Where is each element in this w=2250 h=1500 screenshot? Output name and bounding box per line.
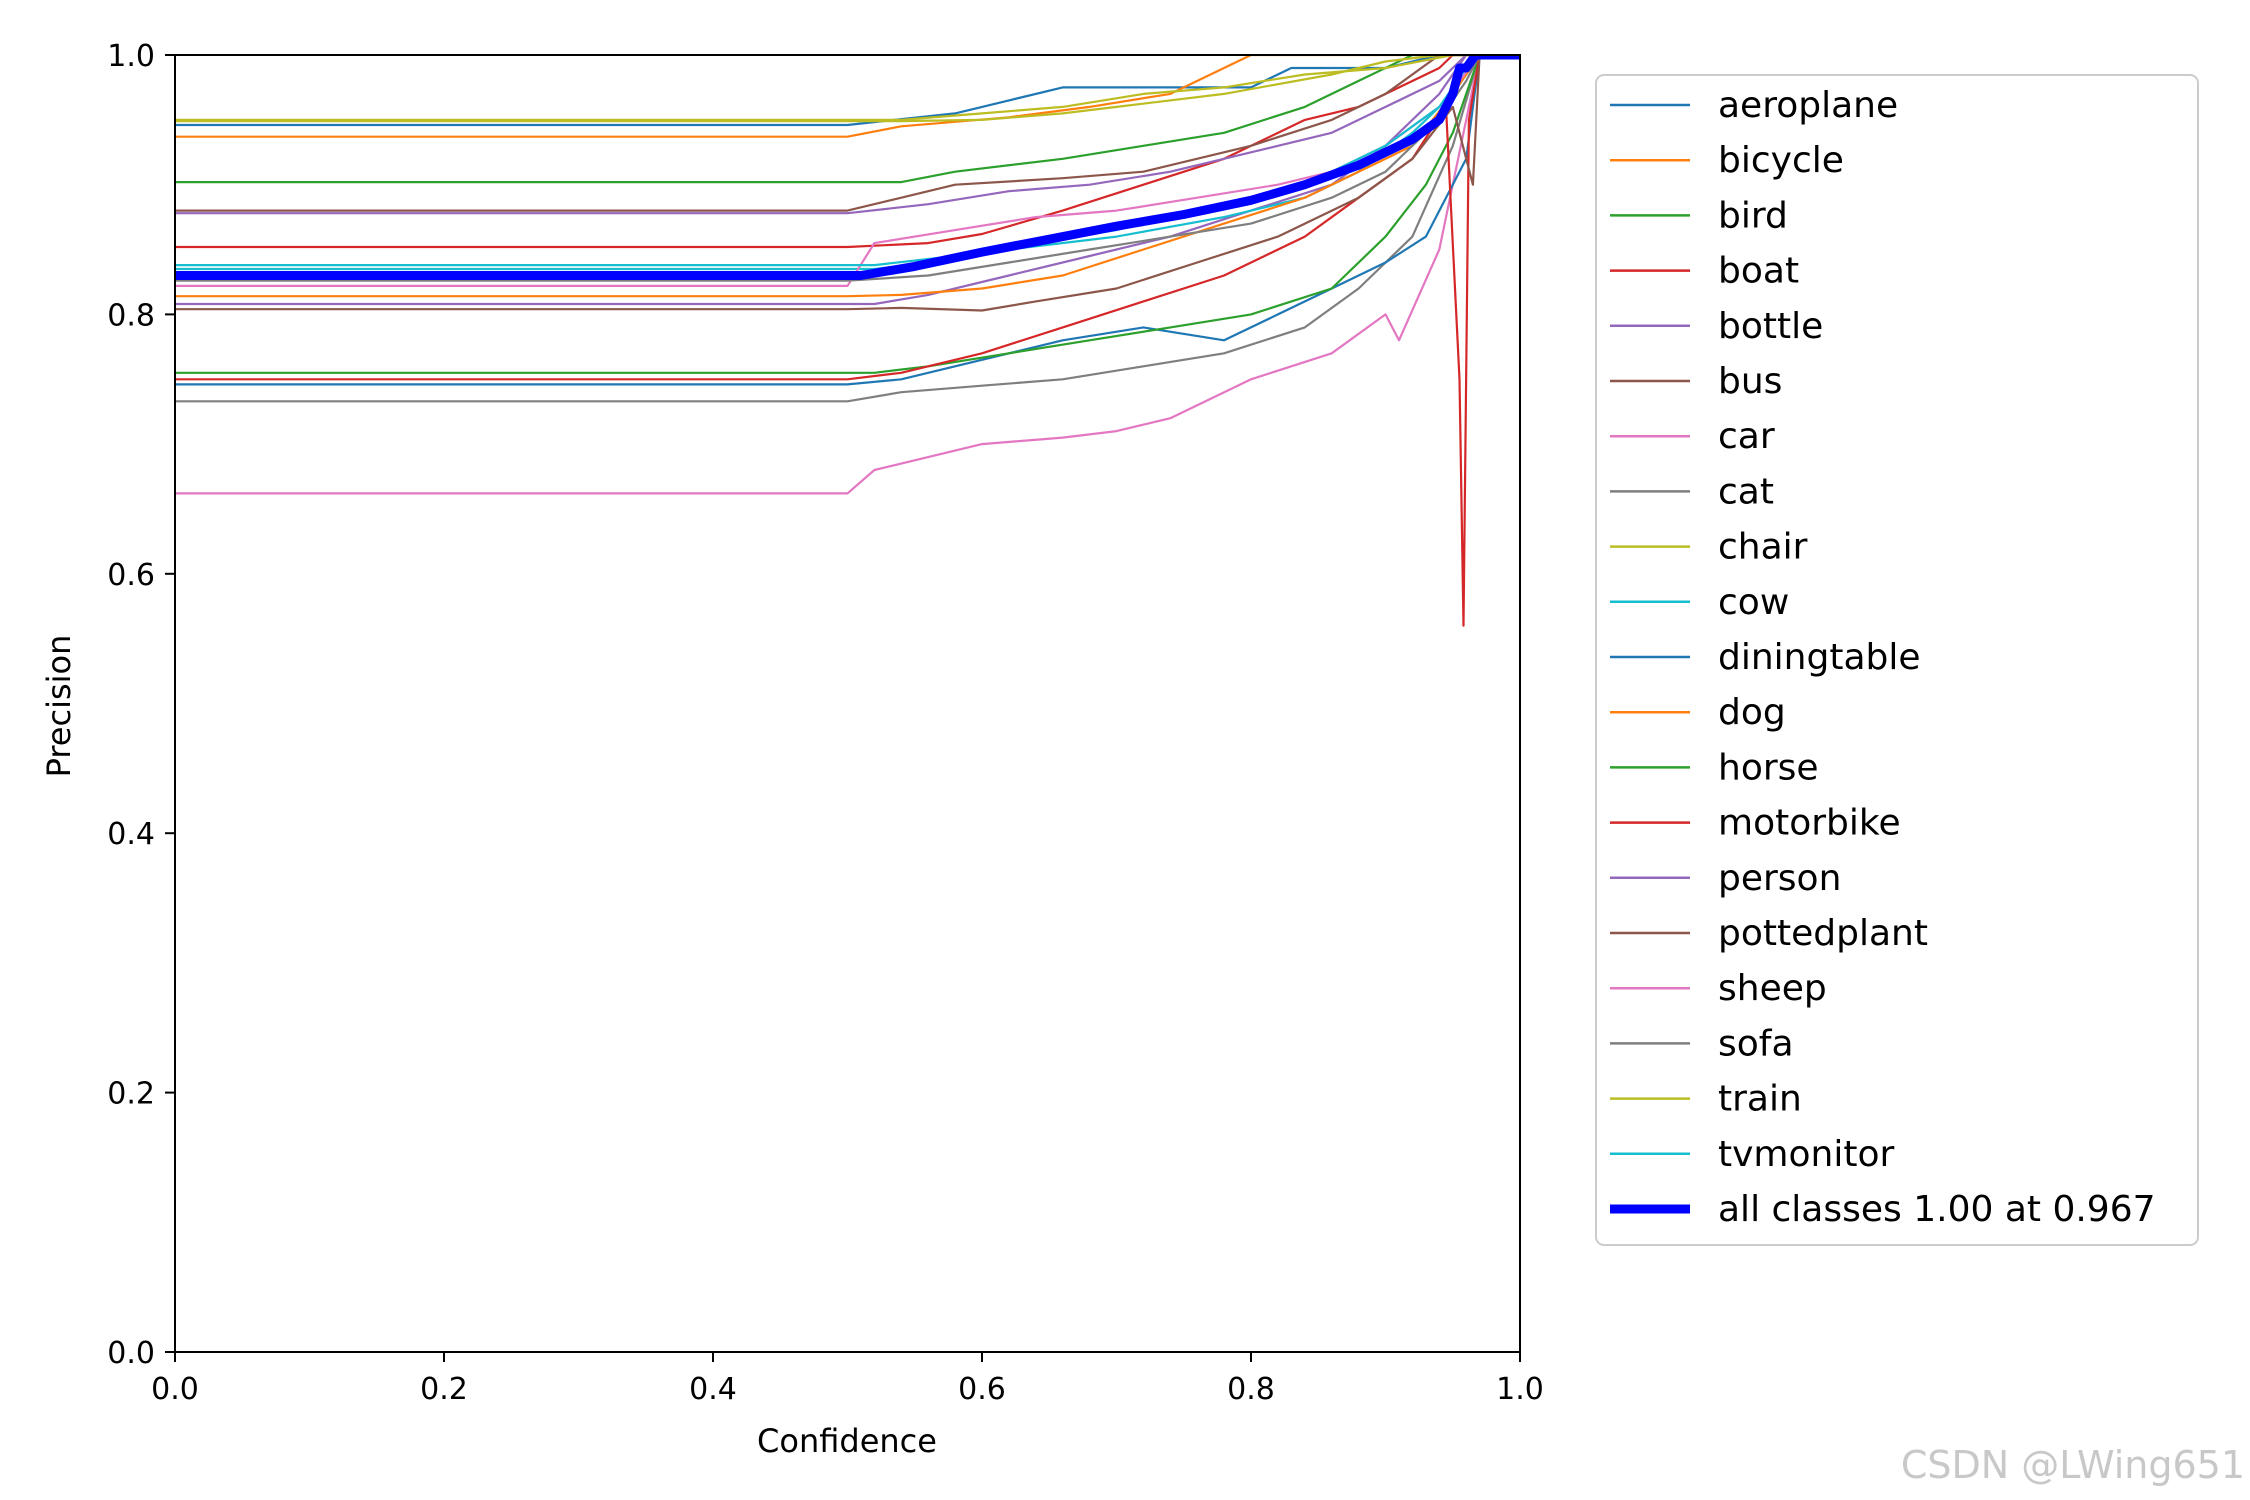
series-line-bus <box>175 55 1520 212</box>
series-line-diningtable <box>175 55 1520 386</box>
x-tick-label: 0.4 <box>689 1372 737 1407</box>
legend-label-sofa: sofa <box>1718 1023 1794 1064</box>
legend-label-sheep: sheep <box>1718 968 1827 1009</box>
legend-label-bicycle: bicycle <box>1718 140 1844 181</box>
legend-label-car: car <box>1718 416 1775 457</box>
x-axis-ticks: 0.0 0.2 0.4 0.6 0.8 1.0 <box>151 1352 1544 1407</box>
y-tick-label: 0.2 <box>107 1077 155 1112</box>
legend-label-pottedplant: pottedplant <box>1718 913 1928 954</box>
legend-label-tvmonitor: tvmonitor <box>1718 1134 1894 1175</box>
series-line-cat <box>175 55 1520 403</box>
legend-label-cow: cow <box>1718 582 1789 623</box>
y-axis-ticks: 0.0 0.2 0.4 0.6 0.8 1.0 <box>107 39 175 1371</box>
legend-label-dog: dog <box>1718 692 1786 733</box>
series-line-train <box>175 55 1520 121</box>
x-tick-label: 0.8 <box>1227 1372 1275 1407</box>
legend-label-cat: cat <box>1718 471 1774 512</box>
series-line-bicycle <box>175 55 1520 138</box>
series-line-chair <box>175 55 1520 123</box>
legend: aeroplane bicycle bird boat bottle bus car cat c… <box>1595 74 2199 1246</box>
legend-frame <box>1595 74 2199 1246</box>
y-tick-label: 1.0 <box>107 39 155 74</box>
x-axis-label: Confidence <box>757 1422 937 1460</box>
y-tick-label: 0.6 <box>107 558 155 593</box>
y-tick-label: 0.8 <box>107 298 155 333</box>
legend-label-diningtable: diningtable <box>1718 637 1921 678</box>
legend-label-person: person <box>1718 858 1841 899</box>
series-layer <box>175 55 1520 627</box>
legend-label-motorbike: motorbike <box>1718 803 1901 844</box>
x-tick-label: 0.2 <box>420 1372 468 1407</box>
legend-label-train: train <box>1718 1079 1802 1120</box>
legend-label-all-classes-1-00-at-0-967: all classes 1.00 at 0.967 <box>1718 1189 2156 1230</box>
x-tick-label: 0.0 <box>151 1372 199 1407</box>
legend-label-boat: boat <box>1718 251 1799 292</box>
x-tick-label: 1.0 <box>1496 1372 1544 1407</box>
legend-label-bus: bus <box>1718 361 1782 402</box>
series-line-motorbike <box>175 55 1520 627</box>
y-tick-label: 0.0 <box>107 1336 155 1371</box>
legend-label-bottle: bottle <box>1718 306 1823 347</box>
series-line-bottle <box>175 55 1520 306</box>
legend-label-bird: bird <box>1718 195 1788 236</box>
series-line-pottedplant <box>175 55 1520 312</box>
x-tick-label: 0.6 <box>958 1372 1006 1407</box>
series-line-boat <box>175 55 1520 249</box>
plot-area <box>175 55 1520 627</box>
legend-label-chair: chair <box>1718 527 1808 568</box>
y-tick-label: 0.4 <box>107 817 155 852</box>
legend-label-horse: horse <box>1718 747 1819 788</box>
plot-frame <box>174 54 1521 1353</box>
legend-items: aeroplane bicycle bird boat bottle bus car cat c… <box>1610 85 2156 1230</box>
legend-label-aeroplane: aeroplane <box>1718 85 1898 126</box>
watermark: CSDN @LWing651 <box>1901 1443 2245 1487</box>
y-axis-label: Precision <box>40 635 78 778</box>
series-line-sofa <box>175 55 1520 282</box>
series-line-all-classes <box>175 55 1520 280</box>
series-line-person <box>175 55 1520 215</box>
